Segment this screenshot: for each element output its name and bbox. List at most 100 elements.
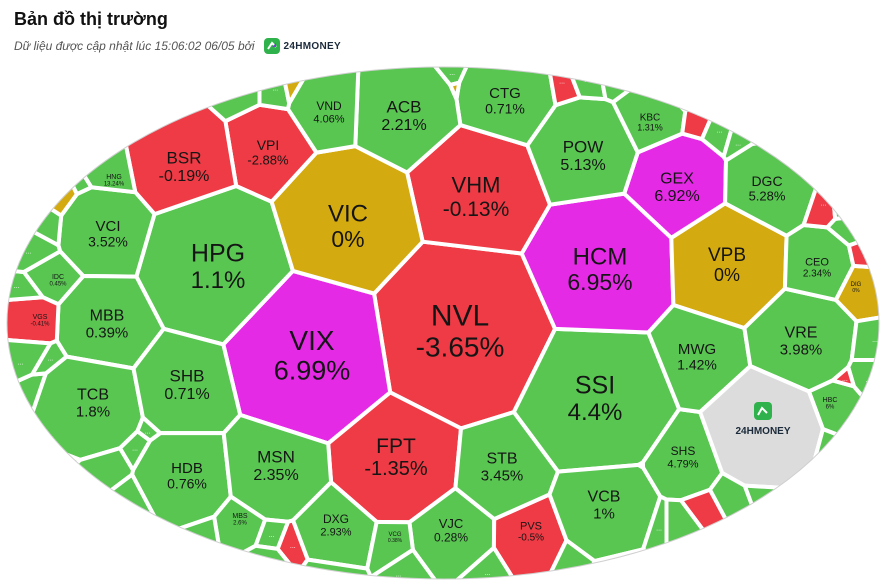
cell-symbol: MBS	[232, 513, 248, 520]
cell-change: -0.41%	[30, 322, 50, 328]
cell-other-label: ...	[75, 492, 81, 499]
cell-other-label: ...	[871, 250, 877, 257]
header: Bản đồ thị trường Dữ liệu được cập nhật …	[14, 6, 874, 58]
cell-other[interactable]: ...	[142, 514, 224, 584]
cell-vhm[interactable]: VHM-0.13%	[405, 123, 552, 256]
cell-change: -3.65%	[416, 332, 505, 363]
cell-change: 0.45%	[49, 282, 67, 288]
cell-other[interactable]: ...	[711, 60, 804, 133]
cell-other-label: ...	[797, 478, 803, 485]
cell-symbol: DGC	[751, 173, 782, 189]
cell-other[interactable]: ...	[750, 127, 780, 146]
cell-other-label: ...	[132, 446, 138, 453]
cell-other[interactable]: ...	[758, 60, 896, 145]
cell-other-label: ...	[656, 526, 662, 533]
cell-change: 0.39%	[86, 324, 129, 341]
cell-symbol: VPB	[708, 245, 746, 266]
cell-other-label: ...	[726, 545, 732, 552]
cell-other[interactable]: ...	[754, 471, 896, 584]
cell-symbol: VPI	[257, 137, 280, 153]
cell-other[interactable]: ...	[448, 80, 462, 102]
cell-other-label: ...	[858, 224, 864, 231]
cell-other[interactable]: ...	[742, 483, 787, 538]
cell-other-label: ...	[559, 79, 565, 86]
cell-other-shape	[7, 446, 135, 576]
cell-symbol: HCM	[573, 243, 628, 270]
cell-change: 2.21%	[381, 117, 426, 134]
cell-other-label: ...	[47, 356, 53, 363]
cell-other[interactable]: ...	[828, 95, 896, 221]
cell-change: 5.13%	[560, 157, 605, 174]
cell-other[interactable]: ...	[849, 312, 896, 362]
cell-other-shape	[830, 365, 856, 389]
cell-other-label: ...	[18, 360, 24, 367]
cell-other[interactable]: ...	[830, 365, 856, 389]
cell-other[interactable]: ...	[8, 60, 94, 197]
cell-other-label: ...	[26, 248, 32, 255]
cell-other[interactable]: ...	[450, 545, 519, 584]
cell-other-shape	[450, 545, 519, 579]
cell-other-label: ...	[222, 84, 228, 91]
cell-hng-shape	[9, 67, 138, 195]
cell-other[interactable]: ...	[780, 100, 890, 176]
page-title: Bản đồ thị trường	[14, 9, 168, 29]
cell-change: 1.1%	[191, 267, 246, 294]
cell-change: 1.8%	[76, 403, 110, 420]
cell-other[interactable]: ...	[0, 60, 79, 218]
cell-other-label: ...	[17, 403, 23, 410]
cell-other-shape	[780, 100, 879, 176]
cell-symbol: IDC	[52, 274, 64, 281]
cell-change: 2.6%	[233, 521, 247, 527]
cell-other-label: ...	[766, 499, 772, 506]
cell-change: 0.76%	[167, 475, 207, 491]
cell-change: 3.98%	[780, 341, 823, 358]
cell-other-label: ...	[27, 211, 33, 218]
cell-change: 2.93%	[320, 526, 351, 538]
brand-logo[interactable]: 24HMONEY	[263, 37, 341, 55]
cell-symbol: NVL	[431, 300, 489, 333]
cell-other[interactable]: ...	[636, 460, 646, 470]
cell-symbol: GEX	[660, 171, 694, 188]
cell-other-label: ...	[622, 77, 628, 84]
cell-symbol: CTG	[489, 85, 521, 102]
cell-vgs[interactable]: VGS-0.41%	[0, 295, 61, 346]
cell-symbol: SHB	[170, 366, 205, 385]
cell-symbol: VCB	[588, 489, 621, 506]
cell-symbol: VIC	[328, 200, 368, 227]
cell-other-label: ...	[681, 75, 687, 82]
cell-change: -0.5%	[518, 533, 544, 544]
cell-change: 0%	[852, 288, 860, 294]
cell-other-shape	[711, 67, 804, 133]
cell-other-shape	[742, 483, 787, 538]
cell-other-shape	[636, 460, 646, 470]
cell-other-label: ...	[257, 565, 263, 572]
cell-other-label: ...	[758, 134, 764, 141]
cell-symbol: CEO	[805, 256, 829, 268]
cell-other[interactable]: ...	[0, 472, 166, 584]
cell-other-label: ...	[292, 72, 298, 79]
cell-other-label: ...	[485, 570, 491, 577]
cell-other-label: ...	[14, 283, 20, 290]
cell-symbol: KBC	[640, 113, 661, 124]
cell-other[interactable]: ...	[135, 415, 163, 443]
cell-change: 0.38%	[388, 538, 403, 544]
cell-change: -2.88%	[247, 152, 289, 167]
cell-symbol: VCG	[388, 532, 401, 538]
cell-change: 0%	[331, 226, 364, 252]
cell-other[interactable]: ...	[0, 446, 135, 576]
cell-other-label: ...	[735, 141, 741, 148]
cell-symbol: VND	[316, 99, 342, 113]
cell-other-label: ...	[27, 139, 33, 146]
cell-other[interactable]: ...	[846, 226, 896, 271]
cell-other-shape	[142, 514, 224, 579]
cell-symbol: VGS	[33, 314, 48, 321]
cell-other-label: ...	[45, 123, 51, 130]
brand-logo-text: 24HMONEY	[283, 40, 341, 52]
cell-change: 6.99%	[274, 356, 351, 386]
